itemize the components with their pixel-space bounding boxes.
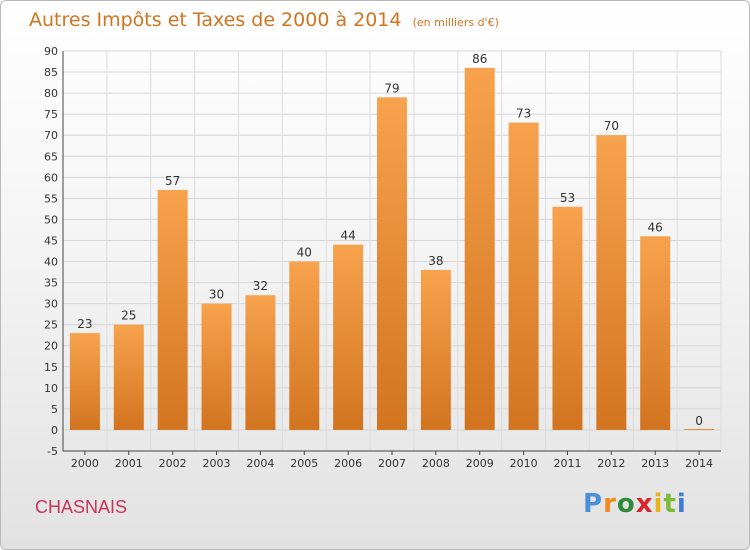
bar — [157, 189, 188, 430]
place-name: CHASNAIS — [35, 497, 128, 517]
y-tick-label: 25 — [44, 319, 58, 332]
brand-letter: r — [603, 489, 617, 519]
bar-value-label: 23 — [77, 317, 92, 331]
bar — [333, 244, 364, 430]
brand-letter: P — [583, 489, 604, 519]
bar — [420, 269, 451, 430]
bar — [508, 122, 539, 430]
x-tick-label: 2003 — [203, 457, 231, 470]
x-tick-label: 2013 — [641, 457, 669, 470]
y-tick-label: 85 — [44, 66, 58, 79]
bar-value-label: 38 — [428, 254, 443, 268]
x-tick-label: 2005 — [290, 457, 318, 470]
bar — [552, 206, 583, 430]
bar-value-label: 73 — [516, 107, 531, 121]
x-tick-label: 2000 — [71, 457, 99, 470]
x-tick-label: 2008 — [422, 457, 450, 470]
y-tick-label: 35 — [44, 277, 58, 290]
axes — [62, 51, 721, 455]
y-tick-label: -5 — [47, 445, 58, 458]
bar — [201, 303, 232, 430]
bar-value-label: 0 — [695, 414, 703, 428]
bar — [640, 236, 671, 430]
bar — [289, 261, 320, 430]
x-tick-label: 2006 — [334, 457, 362, 470]
bar-value-label: 44 — [340, 229, 355, 243]
bar — [377, 97, 407, 430]
bars — [69, 67, 715, 430]
bar — [245, 295, 276, 430]
bar — [596, 135, 627, 430]
y-tick-label: 50 — [44, 213, 58, 226]
y-tick-label: 60 — [44, 171, 58, 184]
brand-letter: x — [635, 489, 654, 519]
bar — [464, 67, 495, 430]
y-tick-label: 40 — [44, 256, 58, 269]
bar-value-label: 46 — [648, 220, 663, 234]
y-tick-label: 65 — [44, 150, 58, 163]
y-tick-label: 70 — [44, 129, 58, 142]
brand-logo: Proxiti — [583, 489, 687, 519]
chart-subtitle: (en milliers d'€) — [412, 16, 499, 29]
x-tick-label: 2004 — [246, 457, 274, 470]
x-tick-label: 2014 — [685, 457, 713, 470]
chart-title: Autres Impôts et Taxes de 2000 à 2014 (e… — [29, 9, 499, 31]
y-tick-label: 45 — [44, 234, 58, 247]
labels: -5 0 5 10 15 20 25 30 35 40 45 50 55 60 65 70 75 80 85 90 23… — [44, 45, 713, 470]
x-tick-label: 2010 — [510, 457, 538, 470]
y-tick-label: 75 — [44, 108, 58, 121]
bar-value-label: 25 — [121, 309, 136, 323]
bar-value-label: 32 — [253, 279, 268, 293]
y-tick-label: 90 — [44, 45, 58, 58]
brand-letter: i — [676, 489, 687, 519]
x-tick-label: 2007 — [378, 457, 406, 470]
bar-value-label: 30 — [209, 288, 224, 302]
x-tick-label: 2011 — [553, 457, 581, 470]
bar-value-label: 79 — [384, 81, 399, 95]
brand-letter: o — [616, 489, 636, 519]
y-tick-label: 80 — [44, 87, 58, 100]
y-tick-label: 15 — [44, 361, 58, 374]
brand-letter: t — [663, 489, 677, 519]
bar — [684, 428, 715, 430]
y-tick-label: 30 — [44, 298, 58, 311]
bar-value-label: 53 — [560, 191, 575, 205]
bar — [113, 324, 144, 430]
y-tick-label: 0 — [51, 424, 58, 437]
bar — [69, 333, 100, 430]
bar-value-label: 86 — [472, 52, 487, 66]
x-tick-label: 2012 — [597, 457, 625, 470]
y-tick-label: 10 — [44, 382, 58, 395]
y-tick-label: 20 — [44, 340, 58, 353]
y-tick-label: 55 — [44, 192, 58, 205]
brand-letter: i — [653, 489, 664, 519]
bar-value-label: 70 — [604, 119, 619, 133]
chart-title-text: Autres Impôts et Taxes de 2000 à 2014 — [29, 9, 402, 31]
x-tick-label: 2009 — [466, 457, 494, 470]
x-tick-label: 2002 — [159, 457, 187, 470]
bar-value-label: 57 — [165, 174, 180, 188]
y-tick-label: 5 — [51, 403, 58, 416]
x-tick-label: 2001 — [115, 457, 143, 470]
bar-value-label: 40 — [297, 246, 312, 260]
